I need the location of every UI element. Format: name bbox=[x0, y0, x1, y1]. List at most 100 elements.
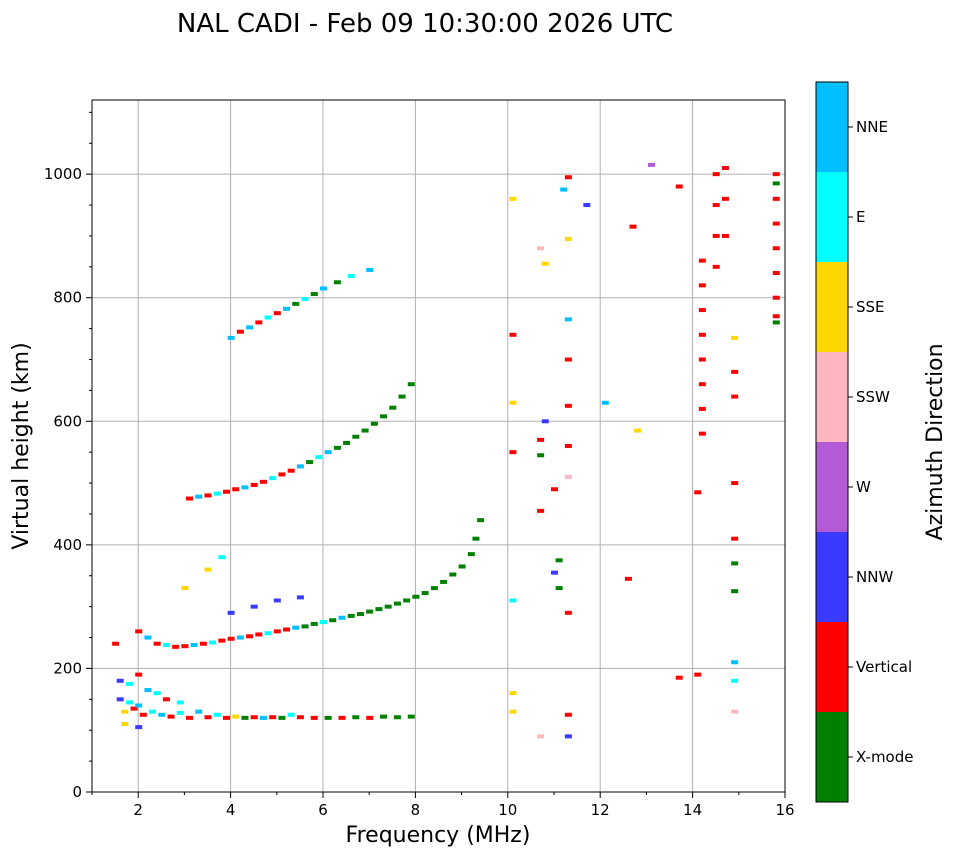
data-point bbox=[213, 491, 221, 496]
data-point bbox=[537, 437, 545, 442]
data-point bbox=[694, 672, 702, 677]
data-point bbox=[218, 555, 226, 560]
data-point bbox=[389, 405, 397, 410]
data-point bbox=[241, 485, 249, 490]
data-point bbox=[564, 712, 572, 717]
data-point bbox=[772, 196, 780, 201]
data-point bbox=[509, 598, 517, 603]
x-tick-label: 16 bbox=[775, 801, 794, 819]
data-point bbox=[375, 607, 383, 612]
data-point bbox=[204, 715, 212, 720]
data-point bbox=[269, 715, 277, 720]
data-point bbox=[222, 715, 230, 720]
y-tick-label: 400 bbox=[53, 536, 82, 554]
data-point bbox=[116, 678, 124, 683]
data-point bbox=[560, 187, 568, 192]
data-point bbox=[467, 552, 475, 557]
x-tick-label: 6 bbox=[318, 801, 328, 819]
data-point bbox=[472, 536, 480, 541]
plot-border bbox=[91, 99, 786, 793]
data-point bbox=[121, 722, 129, 727]
data-point bbox=[712, 233, 720, 238]
data-point bbox=[264, 315, 272, 320]
data-point bbox=[509, 691, 517, 696]
data-point bbox=[694, 490, 702, 495]
colorbar-label: X-mode bbox=[856, 748, 913, 766]
data-point bbox=[675, 184, 683, 189]
data-point bbox=[125, 700, 133, 705]
data-point bbox=[259, 479, 267, 484]
data-point bbox=[564, 175, 572, 180]
x-tick-label: 14 bbox=[683, 801, 702, 819]
data-point bbox=[153, 641, 161, 646]
data-point bbox=[176, 700, 184, 705]
data-point bbox=[218, 638, 226, 643]
data-point bbox=[370, 421, 378, 426]
data-point bbox=[135, 672, 143, 677]
data-point bbox=[112, 641, 120, 646]
colorbar-label: SSW bbox=[856, 388, 890, 406]
data-point bbox=[407, 714, 415, 719]
data-point bbox=[130, 706, 138, 711]
data-point bbox=[698, 382, 706, 387]
data-point bbox=[347, 613, 355, 618]
data-point bbox=[398, 394, 406, 399]
data-point bbox=[509, 332, 517, 337]
data-point bbox=[236, 329, 244, 334]
data-point bbox=[186, 715, 194, 720]
data-point bbox=[241, 715, 249, 720]
data-point bbox=[698, 308, 706, 313]
data-point bbox=[149, 709, 157, 714]
data-point bbox=[338, 615, 346, 620]
data-point bbox=[564, 734, 572, 739]
data-point bbox=[366, 267, 374, 272]
data-point bbox=[458, 564, 466, 569]
data-point bbox=[269, 476, 277, 481]
data-point bbox=[564, 444, 572, 448]
data-point bbox=[310, 292, 318, 297]
data-point bbox=[310, 715, 318, 720]
colorbar-axis-label: Azimuth Direction bbox=[923, 343, 948, 540]
data-point bbox=[509, 400, 517, 405]
data-point bbox=[772, 314, 780, 319]
data-point bbox=[477, 518, 485, 523]
data-point bbox=[721, 165, 729, 170]
data-point bbox=[509, 450, 517, 455]
data-point bbox=[380, 714, 388, 719]
y-tick-label: 1000 bbox=[44, 165, 82, 183]
colorbar-segment bbox=[816, 532, 848, 622]
data-point bbox=[222, 489, 230, 494]
data-point bbox=[541, 261, 549, 266]
data-point bbox=[135, 703, 143, 708]
data-point bbox=[292, 625, 300, 630]
data-point bbox=[320, 286, 327, 291]
data-point bbox=[181, 644, 189, 649]
data-point bbox=[347, 274, 355, 279]
data-point bbox=[601, 400, 609, 405]
data-point bbox=[259, 715, 267, 720]
data-points bbox=[112, 162, 780, 739]
data-point bbox=[246, 325, 254, 330]
data-point bbox=[564, 317, 572, 322]
data-point bbox=[190, 642, 198, 647]
data-point bbox=[366, 609, 374, 614]
data-point bbox=[144, 635, 152, 640]
data-point bbox=[296, 464, 304, 469]
colorbar-segment bbox=[816, 172, 848, 262]
data-point bbox=[250, 715, 258, 720]
data-point bbox=[564, 403, 572, 408]
data-point bbox=[555, 558, 563, 563]
data-point bbox=[648, 162, 656, 167]
data-point bbox=[116, 697, 124, 702]
data-point bbox=[195, 709, 203, 714]
y-axis-label: Virtual height (km) bbox=[9, 342, 34, 549]
data-point bbox=[430, 586, 438, 591]
colorbar: X-mode Vertical NNW W SSW SSE E NNE bbox=[815, 81, 913, 803]
x-axis-label: Frequency (MHz) bbox=[346, 823, 531, 848]
data-point bbox=[324, 715, 332, 720]
data-point bbox=[551, 487, 558, 492]
chart-title: NAL CADI - Feb 09 10:30:00 2026 UTC bbox=[177, 9, 673, 39]
data-point bbox=[698, 357, 706, 362]
data-point bbox=[315, 455, 323, 460]
data-point bbox=[172, 644, 180, 649]
